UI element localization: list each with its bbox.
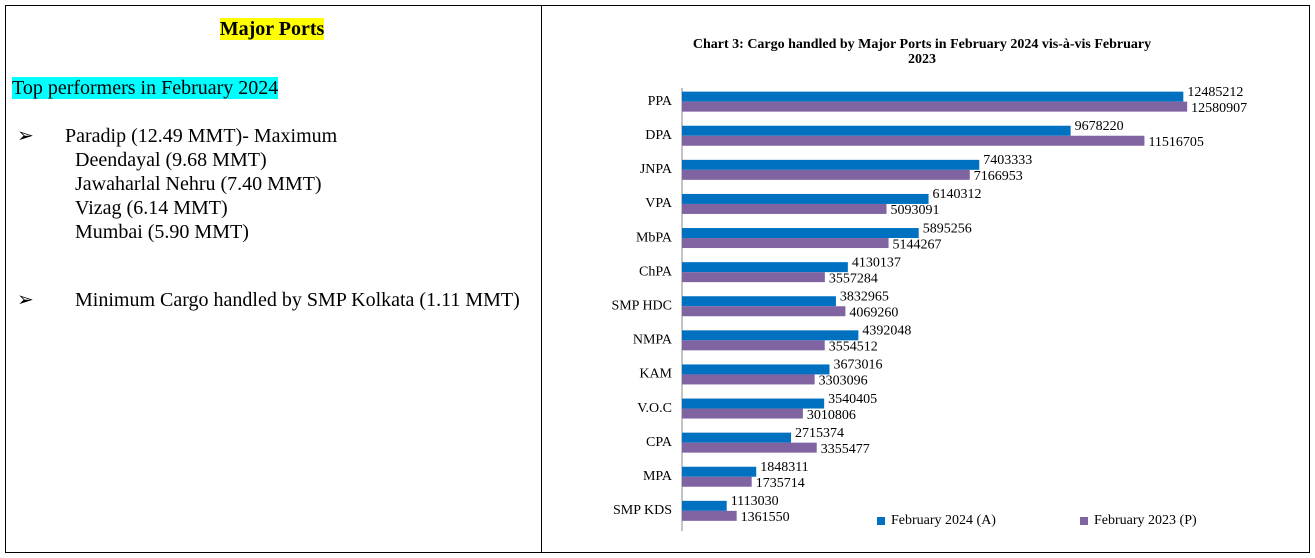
bar <box>682 203 887 214</box>
value-label: 1848311 <box>760 460 808 475</box>
bullet-line: Vizag (6.14 MMT) <box>75 197 228 219</box>
category-label: VPA <box>645 196 673 211</box>
value-label: 12580907 <box>1191 101 1247 116</box>
heading: Major Ports <box>219 18 325 40</box>
category-label: SMP HDC <box>611 298 672 313</box>
bar <box>682 500 727 511</box>
value-label: 3673016 <box>833 358 882 373</box>
value-label: 1735714 <box>756 476 805 491</box>
value-label: 11516705 <box>1148 135 1203 150</box>
bar <box>682 510 737 521</box>
category-label: NMPA <box>633 333 673 348</box>
category-label: MPA <box>643 469 673 484</box>
chart-title: Chart 3: Cargo handled by Major Ports in… <box>693 37 1151 52</box>
bar <box>682 442 817 453</box>
bullet: ➢ Paradip (12.49 MMT)- Maximum Deendayal (… <box>12 124 532 244</box>
value-label: 5895256 <box>923 221 972 236</box>
legend-label: February 2024 (A) <box>891 513 996 528</box>
value-label: 2715374 <box>795 426 844 441</box>
bar <box>682 238 889 249</box>
bullet: ➢ Minimum Cargo handled by SMP Kolkata (1… <box>12 288 532 312</box>
bullet-line: Deendayal (9.68 MMT) <box>75 149 267 171</box>
value-label: 3355477 <box>821 442 870 457</box>
category-label: MbPA <box>636 230 673 245</box>
bar <box>682 374 815 385</box>
bullet-line: Mumbai (5.90 MMT) <box>75 221 249 243</box>
value-label: 4392048 <box>862 324 911 339</box>
legend-swatch <box>1080 517 1088 525</box>
bar <box>682 398 825 409</box>
bar <box>682 466 757 477</box>
bar <box>682 432 792 443</box>
value-label: 3540405 <box>828 392 877 407</box>
bar <box>682 125 1071 136</box>
value-label: 1113030 <box>731 494 779 509</box>
bar <box>682 340 825 351</box>
category-label: KAM <box>639 367 672 382</box>
bar <box>682 159 980 170</box>
heading-wrap: Major Ports <box>12 18 532 41</box>
category-label: V.O.C <box>637 401 672 416</box>
legend-swatch <box>877 517 885 525</box>
bullet-icon: ➢ <box>17 125 34 147</box>
value-label: 6140312 <box>933 187 982 202</box>
bar <box>682 408 803 419</box>
bar <box>682 330 859 341</box>
bar <box>682 272 825 283</box>
bullet-line: Minimum Cargo handled by SMP Kolkata (1.… <box>75 289 520 311</box>
category-label: CPA <box>646 435 673 450</box>
value-label: 4069260 <box>849 305 898 320</box>
subheading: Top performers in February 2024 <box>12 77 279 99</box>
frame <box>5 5 1310 553</box>
bar <box>682 228 919 239</box>
bullet-list: ➢ Paradip (12.49 MMT)- Maximum Deendayal (… <box>12 124 532 312</box>
subheading-wrap: Top performers in February 2024 <box>12 77 532 100</box>
divider <box>541 5 542 553</box>
value-label: 3832965 <box>840 289 889 304</box>
value-label: 7403333 <box>983 153 1032 168</box>
bar <box>682 193 929 204</box>
bullet-line: Jawaharlal Nehru (7.40 MMT) <box>75 173 322 195</box>
value-label: 5144267 <box>893 237 942 252</box>
left-panel: Major Ports Top performers in February 2… <box>12 18 532 312</box>
bullet-line: Paradip (12.49 MMT)- Maximum <box>65 125 338 147</box>
bar <box>682 306 846 317</box>
value-label: 7166953 <box>974 169 1023 184</box>
category-label: ChPA <box>639 264 673 279</box>
bar <box>682 91 1184 102</box>
bullet-icon: ➢ <box>17 289 34 311</box>
value-label: 3557284 <box>829 271 878 286</box>
bar <box>682 296 836 307</box>
value-label: 4130137 <box>852 255 901 270</box>
bar <box>682 101 1188 112</box>
value-label: 3010806 <box>807 408 856 423</box>
chart-title: 2023 <box>908 52 936 67</box>
category-label: SMP KDS <box>613 503 672 518</box>
value-label: 12485212 <box>1187 85 1243 100</box>
category-label: DPA <box>645 128 673 143</box>
bar <box>682 262 848 273</box>
value-label: 9678220 <box>1075 119 1124 134</box>
category-label: JNPA <box>640 162 673 177</box>
bar <box>682 135 1145 146</box>
bar <box>682 169 970 180</box>
legend-label: February 2023 (P) <box>1094 513 1197 528</box>
value-label: 3554512 <box>829 340 878 355</box>
bar <box>682 476 752 487</box>
category-label: PPA <box>648 94 673 109</box>
value-label: 1361550 <box>741 510 790 525</box>
value-label: 5093091 <box>891 203 940 218</box>
bar <box>682 364 830 375</box>
value-label: 3303096 <box>819 374 868 389</box>
